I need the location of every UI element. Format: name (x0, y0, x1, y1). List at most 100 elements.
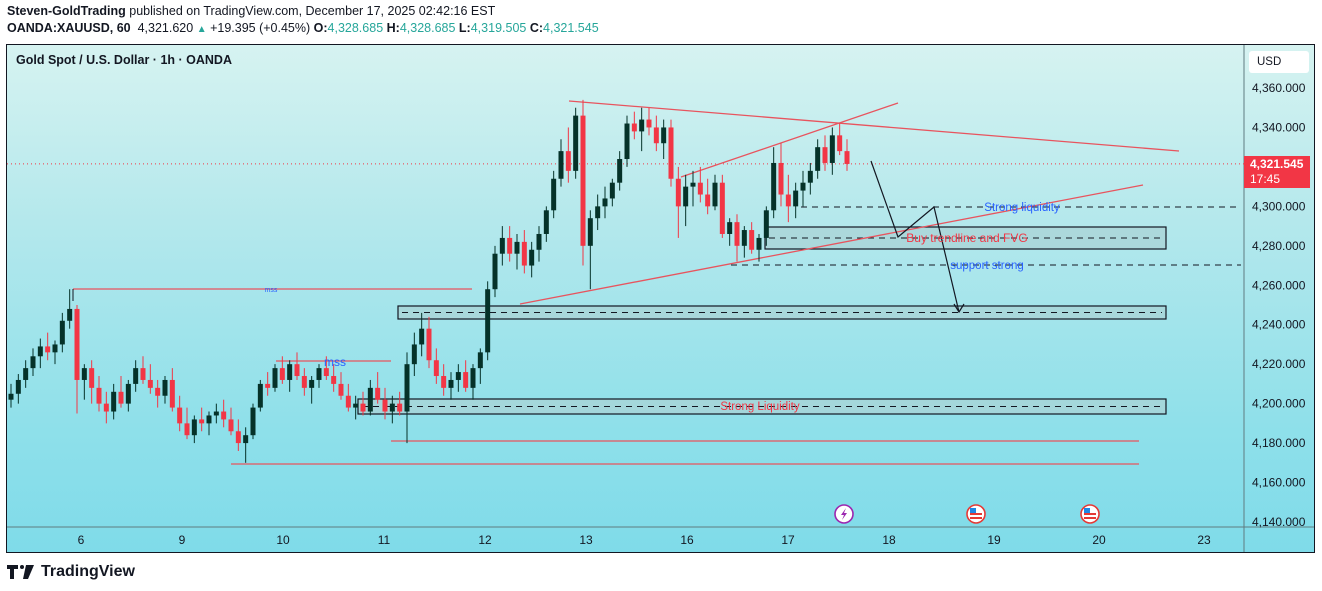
time-axis-label: 6 (78, 533, 85, 547)
symbol-info-bar: OANDA:XAUUSD, 60 4,321.620 ▲ +19.395 (+0… (7, 21, 599, 35)
mss-label-top: mss (265, 287, 278, 294)
bear-candle (199, 419, 205, 424)
bull-candle (763, 210, 769, 238)
bear-candle (301, 376, 307, 388)
author-name[interactable]: Steven-GoldTrading (7, 4, 126, 18)
bear-candle (507, 237, 513, 254)
time-axis-label: 9 (179, 533, 186, 547)
bear-candle (155, 387, 161, 396)
bull-candle (353, 403, 359, 408)
time-axis-label: 11 (378, 533, 391, 547)
bull-candle (448, 379, 454, 388)
bull-candle (661, 127, 667, 144)
bear-candle (169, 379, 175, 408)
bull-candle (609, 182, 615, 199)
bull-candle (793, 190, 799, 207)
bear-candle (323, 368, 329, 377)
time-axis-label: 17 (781, 533, 795, 547)
bear-candle (668, 127, 674, 179)
bull-candle (543, 210, 549, 234)
bear-candle (184, 423, 190, 436)
chart-frame[interactable]: 4,360.000 4,340.000 4,300.000 4,280.000 4,26… (6, 44, 1315, 553)
bear-candle (279, 368, 285, 380)
bull-candle (125, 383, 131, 404)
close-value: 4,321.545 (543, 21, 599, 35)
buy-zone-label: Buy trendline and FVG (906, 231, 1027, 245)
bear-candle (844, 151, 850, 164)
price-axis-label: 4,340.000 (1252, 120, 1306, 134)
bear-candle (331, 376, 337, 384)
current-price-tag: 4,321.545 17:45 (1244, 156, 1310, 188)
currency-button[interactable]: USD (1249, 51, 1309, 73)
buy-fvg-zone[interactable] (764, 226, 1167, 250)
arrow-head-icon (953, 303, 965, 314)
flag-stripe (970, 513, 982, 515)
bull-candle (558, 151, 564, 179)
bear-candle (45, 346, 51, 353)
time-axis-label: 18 (882, 533, 896, 547)
price-axis-label: 4,200.000 (1252, 397, 1306, 411)
bull-candle (470, 368, 476, 388)
bear-candle (719, 182, 725, 234)
bull-candle (573, 115, 579, 171)
bull-candle (81, 368, 87, 380)
strong-liquidity-label: Strong liquidity (984, 202, 1060, 214)
bull-candle (551, 178, 557, 211)
low-value: 4,319.505 (470, 21, 527, 35)
bear-candle (565, 151, 571, 171)
chart-canvas[interactable]: 4,360.000 4,340.000 4,300.000 4,280.000 4,26… (7, 45, 1315, 553)
price-axis-label: 4,300.000 (1252, 199, 1306, 213)
bull-candle (595, 206, 601, 219)
tradingview-logo-text: TradingView (41, 563, 135, 580)
symbol: OANDA:XAUUSD, 60 (7, 21, 131, 35)
bull-candle (741, 230, 747, 246)
bull-candle (624, 123, 630, 160)
bear-candle (397, 403, 403, 412)
bear-candle (785, 194, 791, 207)
bull-candle (309, 379, 315, 388)
bear-candle (697, 182, 703, 195)
projection-path[interactable] (870, 160, 960, 313)
bull-candle (67, 308, 73, 321)
bull-candle (477, 352, 483, 369)
time-axis-label: 10 (276, 533, 290, 547)
up-arrow-icon: ▲ (196, 24, 207, 35)
bull-candle (30, 356, 36, 369)
bear-candle (675, 178, 681, 207)
bull-candle (162, 379, 168, 396)
publish-info: Steven-GoldTrading published on TradingV… (7, 4, 495, 18)
price-axis-label: 4,140.000 (1252, 515, 1306, 529)
bear-candle (631, 123, 637, 132)
price-axis-label: 4,180.000 (1252, 436, 1306, 450)
bear-candle (177, 407, 183, 424)
bear-candle (221, 411, 227, 420)
bull-candle (111, 391, 117, 412)
bear-candle (118, 391, 124, 404)
bull-candle (8, 393, 14, 400)
open-label: O: (313, 21, 328, 35)
rising-channel-line[interactable] (680, 102, 899, 178)
bull-candle (807, 170, 813, 183)
bear-candle (294, 364, 300, 377)
bull-candle (639, 119, 645, 132)
time-axis-label: 20 (1092, 533, 1106, 547)
high-label: H: (386, 21, 400, 35)
upper-trendline[interactable] (568, 100, 1180, 152)
bear-candle (580, 115, 586, 246)
high-value: 4,328.685 (399, 21, 456, 35)
bear-candle (74, 308, 80, 380)
bull-candle (411, 344, 417, 365)
bull-candle (683, 186, 689, 207)
chart-title: Gold Spot / U.S. Dollar · 1h · OANDA (16, 53, 232, 67)
bar-countdown: 17:45 (1250, 172, 1281, 186)
lower-trendline[interactable] (519, 184, 1144, 305)
strong-liquidity-lower-label: Strong Liquidity (720, 401, 800, 413)
bull-candle (206, 415, 212, 424)
flag-stripe (970, 517, 982, 519)
bull-candle (771, 162, 777, 211)
flag-canton (1084, 508, 1090, 513)
price-axis-label: 4,260.000 (1252, 278, 1306, 292)
bear-candle (382, 399, 388, 412)
tradingview-logo[interactable]: TradingView (7, 563, 135, 581)
bear-candle (778, 162, 784, 195)
